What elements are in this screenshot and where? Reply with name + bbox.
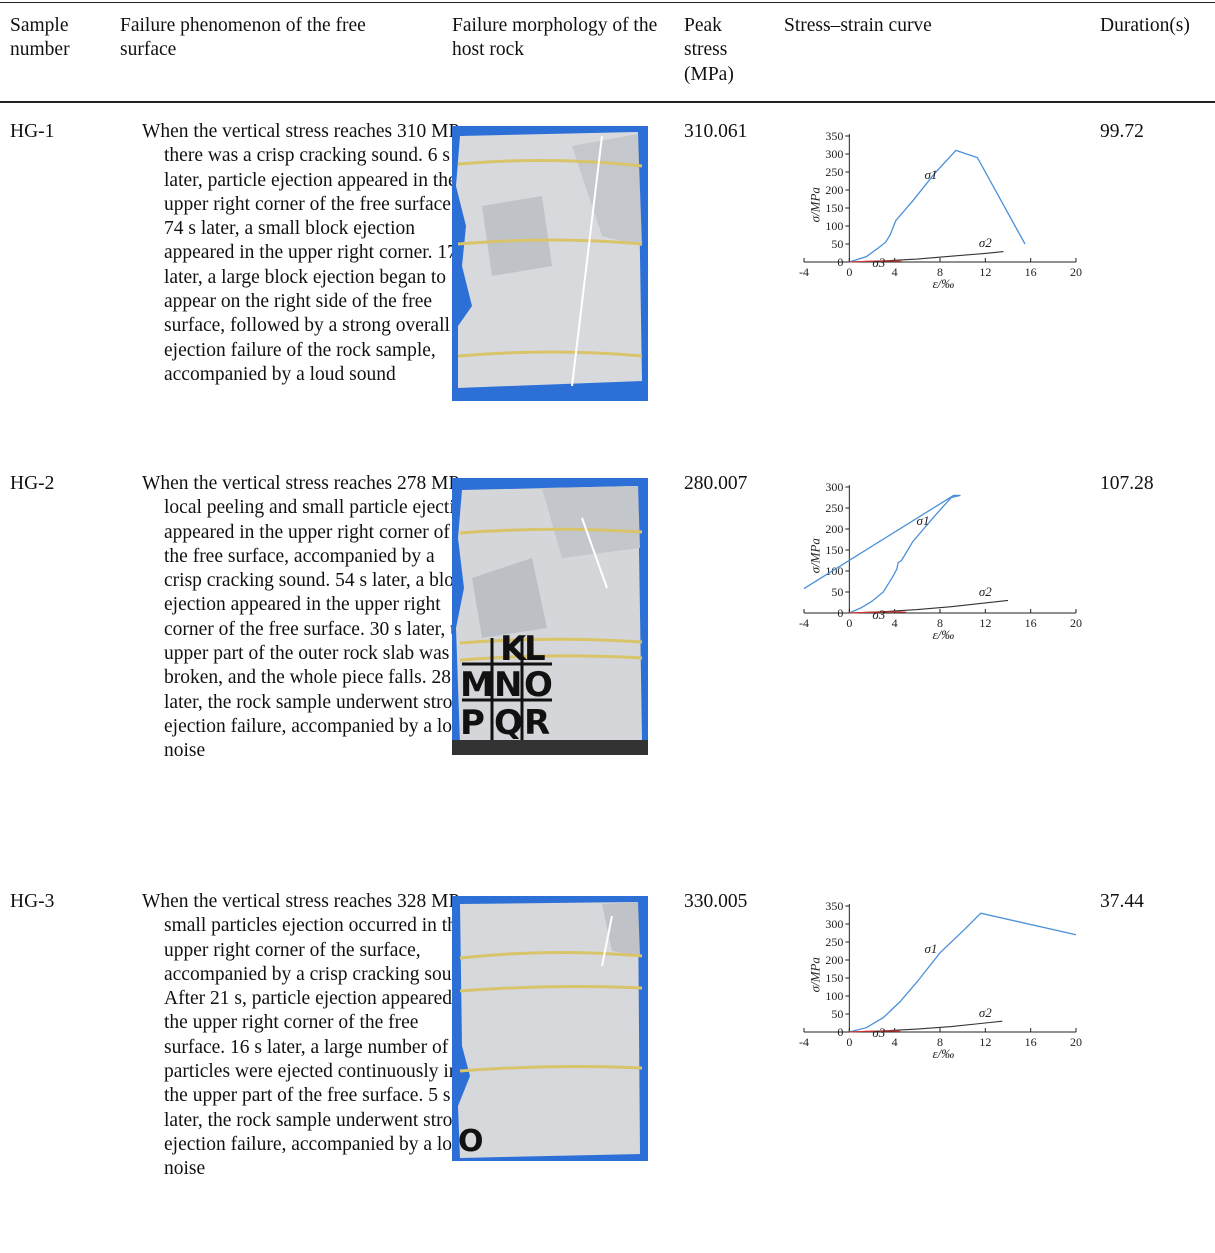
x-tick-label: 16 bbox=[1025, 1035, 1037, 1049]
sample-number: HG-1 bbox=[10, 121, 55, 142]
peak-stress: 330.005 bbox=[684, 891, 748, 912]
x-axis-label: ε/‰ bbox=[933, 627, 955, 642]
stress-strain-chart: -4 0 4 8 12 16 20 0 50 100 150 200 250 300 350 ε/‰ σ/MPa… bbox=[784, 896, 1084, 1076]
x-tick-label: 16 bbox=[1025, 265, 1037, 279]
sample-number: HG-2 bbox=[10, 473, 55, 494]
x-tick-label: 4 bbox=[892, 265, 898, 279]
x-tick-label: -4 bbox=[799, 1035, 809, 1049]
series-label: σ2 bbox=[979, 235, 992, 250]
failure-description: When the vertical stress reaches 278 MPa… bbox=[142, 473, 475, 762]
stress-strain-chart: -4 0 4 8 12 16 20 0 50 100 150 200 250 300 350 ε/‰ σ/MPa… bbox=[784, 126, 1084, 306]
y-tick-label: 100 bbox=[825, 219, 843, 233]
header-morphology: Failure morphology of the host rock bbox=[452, 15, 658, 61]
x-tick-label: 0 bbox=[846, 1035, 852, 1049]
photo-marking: K bbox=[500, 629, 528, 669]
series-line-sigma3 bbox=[849, 260, 902, 263]
y-tick-label: 250 bbox=[825, 501, 843, 515]
peak-stress: 280.007 bbox=[684, 473, 748, 494]
series-label: σ3 bbox=[872, 255, 885, 270]
x-tick-label: 0 bbox=[846, 265, 852, 279]
x-tick-label: 8 bbox=[937, 1035, 943, 1049]
series-line-sigma3 bbox=[849, 611, 907, 614]
series-label: σ3 bbox=[872, 1025, 885, 1040]
x-axis-label: ε/‰ bbox=[933, 276, 955, 291]
y-tick-label: 200 bbox=[825, 183, 843, 197]
header-phenomenon: Failure phenomenon of the free surface bbox=[120, 15, 366, 61]
series-label: σ2 bbox=[979, 1005, 992, 1020]
peak-stress: 310.061 bbox=[684, 121, 748, 142]
photo-marking: P bbox=[460, 703, 485, 743]
y-tick-label: 100 bbox=[825, 989, 843, 1003]
y-tick-label: 50 bbox=[831, 1007, 843, 1021]
series-line-sigma1 bbox=[849, 149, 1026, 263]
x-tick-label: 20 bbox=[1070, 265, 1082, 279]
x-axis-label: ε/‰ bbox=[933, 1046, 955, 1061]
y-axis-label: σ/MPa bbox=[807, 187, 822, 223]
header-curve: Stress–strain curve bbox=[784, 15, 932, 36]
x-tick-label: 4 bbox=[892, 616, 898, 630]
series-label: σ2 bbox=[979, 584, 992, 599]
y-tick-label: 50 bbox=[831, 585, 843, 599]
series-label: σ1 bbox=[924, 167, 937, 182]
duration: 37.44 bbox=[1100, 891, 1144, 912]
y-tick-label: 350 bbox=[825, 899, 843, 913]
header-peak: Peak stress (MPa) bbox=[684, 15, 734, 85]
failure-description: When the vertical stress reaches 310 MPa… bbox=[142, 121, 473, 385]
photo-marking: O bbox=[524, 665, 553, 705]
photo-marking: N bbox=[494, 665, 522, 705]
photo-marking: M bbox=[460, 665, 494, 705]
y-tick-label: 0 bbox=[837, 1025, 843, 1039]
y-tick-label: 150 bbox=[825, 543, 843, 557]
photo-marking: R bbox=[524, 703, 550, 743]
top-rule bbox=[0, 2, 1215, 3]
header-sample: Sample number bbox=[10, 15, 70, 61]
x-tick-label: 8 bbox=[937, 616, 943, 630]
y-tick-label: 0 bbox=[837, 255, 843, 269]
y-axis-label: σ/MPa bbox=[807, 538, 822, 574]
x-tick-label: -4 bbox=[799, 265, 809, 279]
x-tick-label: -4 bbox=[799, 616, 809, 630]
rock-photo: O bbox=[452, 896, 648, 1161]
duration: 99.72 bbox=[1100, 121, 1144, 142]
photo-marking: L bbox=[524, 629, 546, 669]
duration: 107.28 bbox=[1100, 473, 1154, 494]
sample-number: HG-3 bbox=[10, 891, 55, 912]
y-tick-label: 150 bbox=[825, 201, 843, 215]
x-tick-label: 8 bbox=[937, 265, 943, 279]
failure-description: When the vertical stress reaches 328 MPa… bbox=[142, 891, 476, 1180]
x-tick-label: 16 bbox=[1025, 616, 1037, 630]
y-tick-label: 200 bbox=[825, 953, 843, 967]
y-tick-label: 250 bbox=[825, 165, 843, 179]
series-line-sigma3 bbox=[849, 1030, 901, 1033]
series-label: σ3 bbox=[872, 607, 885, 622]
x-tick-label: 12 bbox=[979, 616, 991, 630]
y-tick-label: 0 bbox=[837, 606, 843, 620]
y-tick-label: 50 bbox=[831, 237, 843, 251]
photo-marking: Q bbox=[494, 703, 523, 743]
photo-marking: O bbox=[458, 1124, 484, 1159]
series-line-sigma1 bbox=[849, 912, 1077, 1033]
y-tick-label: 200 bbox=[825, 522, 843, 536]
y-tick-label: 350 bbox=[825, 129, 843, 143]
y-axis-label: σ/MPa bbox=[807, 957, 822, 993]
series-label: σ1 bbox=[917, 513, 930, 528]
y-tick-label: 300 bbox=[825, 480, 843, 494]
x-tick-label: 20 bbox=[1070, 1035, 1082, 1049]
y-tick-label: 300 bbox=[825, 917, 843, 931]
series-label: σ1 bbox=[924, 941, 937, 956]
x-tick-label: 20 bbox=[1070, 616, 1082, 630]
x-tick-label: 12 bbox=[979, 1035, 991, 1049]
y-tick-label: 300 bbox=[825, 147, 843, 161]
header-duration: Duration(s) bbox=[1100, 15, 1190, 36]
x-tick-label: 12 bbox=[979, 265, 991, 279]
y-tick-label: 250 bbox=[825, 935, 843, 949]
stress-strain-chart: -4 0 4 8 12 16 20 0 50 100 150 200 250 300 ε/‰ σ/MPa σ1 σ… bbox=[784, 477, 1084, 657]
x-tick-label: 4 bbox=[892, 1035, 898, 1049]
x-tick-label: 0 bbox=[846, 616, 852, 630]
header-rule bbox=[0, 101, 1215, 103]
y-tick-label: 150 bbox=[825, 971, 843, 985]
series-line-sigma1 bbox=[803, 494, 961, 614]
rock-photo bbox=[452, 126, 648, 401]
